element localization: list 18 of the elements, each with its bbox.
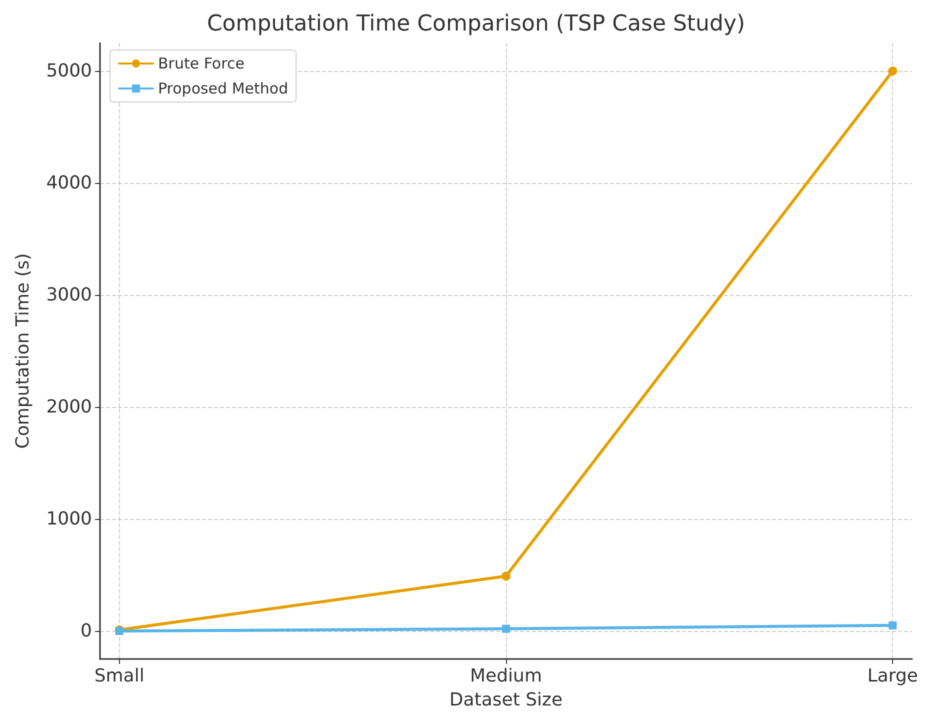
- y-tick-label: 5000: [46, 60, 92, 82]
- point: [888, 621, 897, 630]
- y-tick-label: 1000: [46, 508, 92, 530]
- x-axis-title: Dataset Size: [449, 690, 563, 710]
- x-tick-label: Large: [867, 666, 918, 686]
- x-tick-label: Medium: [470, 666, 542, 686]
- y-tick-label: 3000: [46, 284, 92, 306]
- y-axis-title: Computation Time (s): [12, 253, 34, 449]
- x-tick-label: Small: [94, 666, 144, 686]
- y-tick-label: 2000: [46, 396, 92, 418]
- legend-label: Brute Force: [158, 54, 244, 72]
- point: [502, 572, 510, 581]
- y-tick-label: 0: [80, 620, 92, 642]
- legend-label: Proposed Method: [158, 80, 288, 98]
- point: [502, 624, 510, 633]
- point: [888, 66, 898, 76]
- y-tick-label: 4000: [46, 172, 92, 194]
- chart-title: Computation Time Comparison (TSP Case Study): [206, 12, 746, 36]
